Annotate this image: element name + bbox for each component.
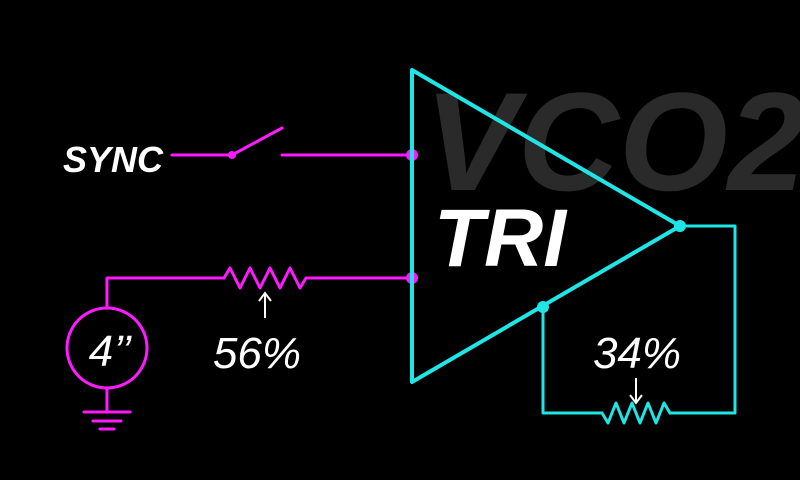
input-resistor-icon <box>222 266 308 290</box>
feedback-node <box>537 301 549 313</box>
source-label: 4’’ <box>89 327 133 376</box>
input-resistor-label: 56% <box>213 329 301 378</box>
output-wire <box>668 224 737 415</box>
feedback-wire <box>541 305 604 415</box>
sync-label: SYNC <box>63 139 164 180</box>
switch-pivot-dot <box>228 151 236 159</box>
arrow-up-icon <box>258 291 272 318</box>
arrow-down-icon <box>629 378 643 405</box>
watermark-vco2: VCO2 <box>424 63 800 220</box>
triangle-label: TRI <box>434 193 568 284</box>
output-node <box>674 220 686 232</box>
feedback-resistor-icon <box>600 401 672 425</box>
feedback-resistor-label: 34% <box>593 329 681 378</box>
source-wire <box>105 276 226 310</box>
switch-open-icon <box>230 126 414 157</box>
ground-icon <box>82 386 132 431</box>
